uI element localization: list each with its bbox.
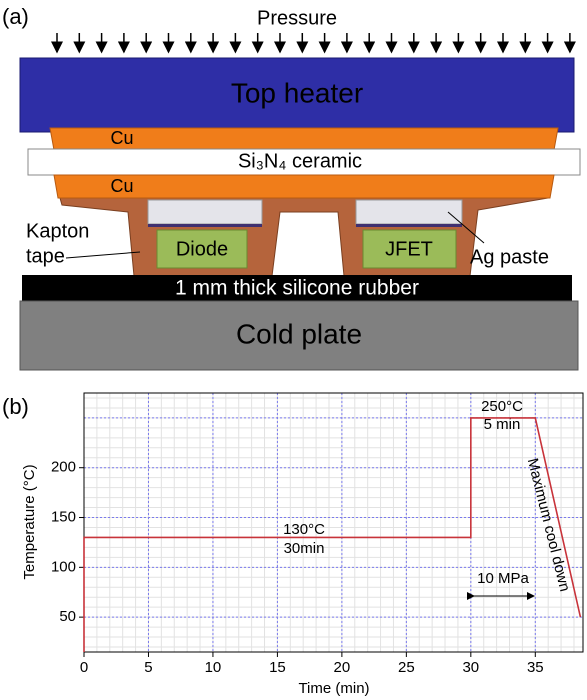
annotation: 130°C [283,521,325,538]
ceramic [27,148,581,176]
kapton-label: Kapton [26,220,89,242]
y-axis-label: Temperature (°C) [21,464,38,579]
cu-top-label: Cu [110,128,133,148]
top-heater [19,57,575,133]
x-tick-label: 10 [205,659,222,676]
annotation: 30min [284,540,325,557]
jfet-label: JFET [385,238,433,260]
ceramic-label: Si₃N₄ ceramic [238,150,362,172]
grid [83,393,583,652]
cold-plate [19,300,579,371]
x-tick-label: 5 [144,659,152,676]
pressure-arrows [51,33,576,54]
temperature-line [83,417,582,652]
y-tick-label: 200 [51,459,76,476]
y-tick-label: 100 [51,558,76,575]
x-tick-label: 0 [80,659,88,676]
leader-line [447,211,485,244]
die [355,199,463,225]
ag-layer [148,224,262,227]
silicone-rubber [22,275,572,301]
y-tick-label: 150 [51,508,76,525]
cold-plate-label: Cold plate [236,318,362,349]
x-axis-label: Time (min) [298,680,369,697]
x-tick-label: 25 [398,659,415,676]
panel-label: (b) [2,394,29,419]
annotation: 250°C [481,398,523,415]
diode-label: Diode [176,238,228,260]
panel-label: (a) [2,4,29,29]
cu-bottom [53,174,555,199]
pressure-label: Pressure [257,7,337,29]
x-tick-label: 20 [334,659,351,676]
plot-frame [83,392,584,653]
panel-a: (a) Pressure Top heater Cu Si₃N₄ ceramic… [2,4,581,371]
x-tick-label: 30 [462,659,479,676]
kapton-label: tape [26,245,65,267]
y-tick-label: 50 [59,608,76,625]
ag-paste-label: Ag paste [470,246,549,268]
panel-b: (b) Time (min) Temperature (°C) 130°C 30… [2,392,584,697]
x-tick-label: 15 [269,659,286,676]
ag-layer [356,224,462,227]
jfet [362,229,457,269]
cu-bottom-label: Cu [110,176,133,196]
diode [156,229,248,269]
leader-line [65,251,141,259]
rubber-label: 1 mm thick silicone rubber [175,277,419,300]
x-tick-label: 35 [527,659,544,676]
annotation: 5 min [484,416,521,433]
annotation: 10 MPa [477,570,529,587]
die [147,199,263,225]
top-heater-label: Top heater [231,77,363,108]
